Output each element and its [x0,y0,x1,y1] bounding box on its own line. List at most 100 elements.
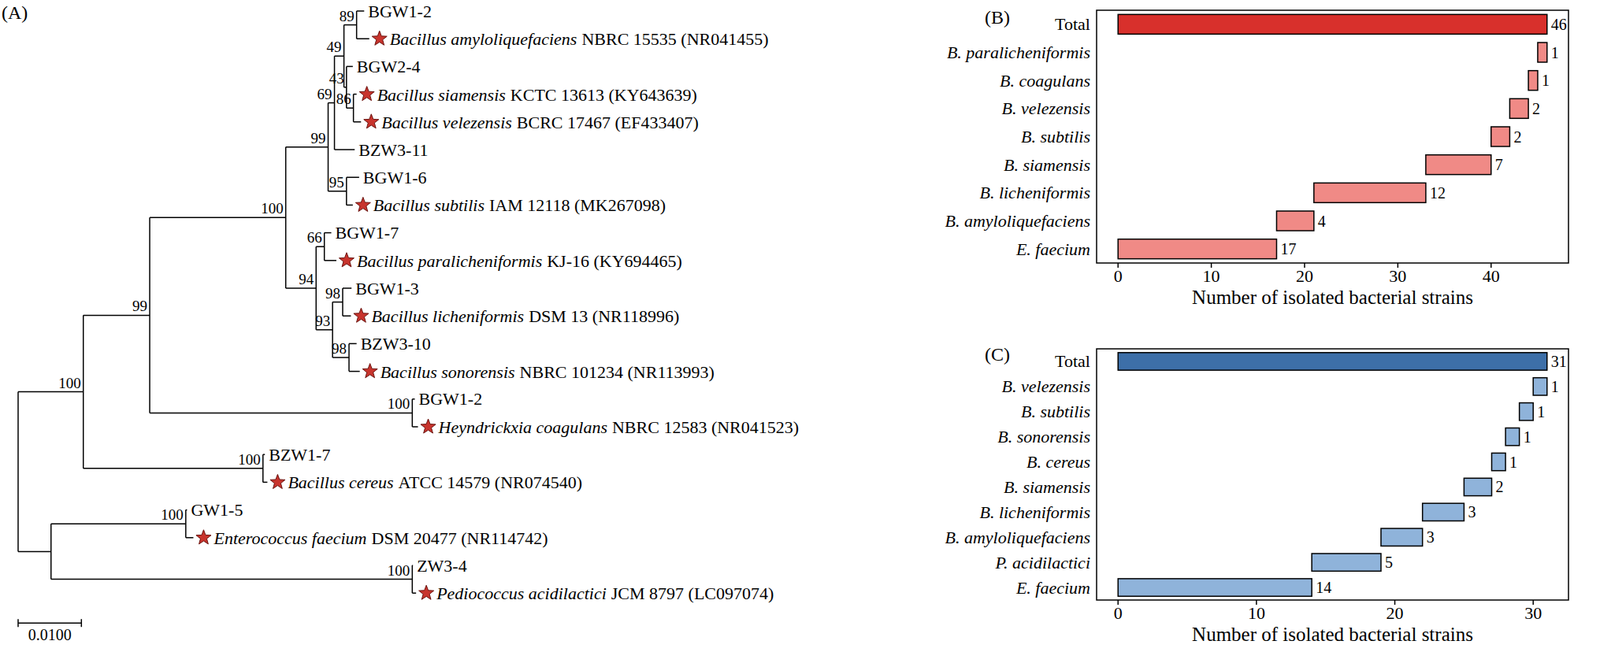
data-label: 1 [1551,44,1560,62]
category-label: B. velezensis [1002,98,1091,119]
bootstrap-value: 69 [317,85,333,103]
bootstrap-value: 89 [339,7,355,25]
category-label: B. coagulans [999,70,1091,91]
bootstrap-value: 66 [307,229,323,246]
reference-star [353,308,369,323]
branch [344,24,357,26]
species-name: Enterococcus faecium [212,527,367,548]
plot-frame [1096,348,1569,601]
strain-accession: NBRC 15535 (NR041455) [581,29,769,49]
tick-label: 20 [1386,603,1404,624]
bootstrap-value: 100 [58,374,82,392]
reference-star [355,196,371,212]
category-label: B. sonorensis [997,426,1091,447]
branch [334,148,356,151]
branch [149,217,286,220]
data-label: 4 [1317,212,1326,231]
clade-connector [185,510,187,539]
bootstrap-value: 99 [311,129,327,147]
branch [346,204,353,207]
tick-label: 0 [1113,266,1123,286]
branch [263,482,268,484]
branch [149,412,413,415]
species-name: Bacillus sonorensis [380,361,516,382]
axis-title: Number of isolated bacterial strains [1191,623,1474,646]
bootstrap-value: 100 [237,451,261,468]
strain-accession: JCM 8797 (LC097074) [611,583,775,604]
species-name: Heyndrickxia coagulans [438,417,608,438]
bars [1117,14,1548,259]
category-label: E. faecium [1015,578,1091,598]
bar [1528,70,1538,91]
bootstrap-value: 100 [387,395,411,413]
clade-connector [348,343,350,372]
branch [412,398,415,401]
strain-accession: DSM 13 (NR118996) [528,306,680,327]
category-label: Total [1054,14,1091,34]
bar [1505,427,1520,446]
branch [83,467,264,470]
bootstrap-value: 100 [260,200,284,217]
reference-label: Bacillus cereusATCC 14579 (NR074540) [287,472,583,493]
tick-label: 40 [1482,266,1500,286]
species-name: Bacillus paralicheniformis [356,250,542,271]
species-name: Bacillus siamensis [377,84,506,104]
reference-label: Bacillus siamensisKCTC 13613 (KY643639) [377,84,698,104]
bar [1117,239,1277,260]
reference-label: Bacillus paralicheniformisKJ-16 (KY69446… [356,250,683,271]
species-name: Bacillus amyloliquefaciens [389,29,578,49]
category-label: B. licheniformis [979,182,1091,203]
data-label: 2 [1532,100,1541,118]
category-label: B. siamensis [1003,477,1091,498]
branch [51,523,186,525]
scale-bar [18,622,82,624]
bar [1509,98,1529,119]
bootstrap-value: 49 [326,38,342,56]
category-label: B. licheniformis [979,502,1091,523]
reference-star [196,530,212,545]
clade-connector [352,94,355,123]
isolate-label: BGW1-3 [355,278,420,299]
isolate-label: BZW1-7 [268,445,331,465]
branch [263,453,265,456]
branch [412,426,418,428]
tick-label: 30 [1388,266,1407,286]
reference-star [363,114,379,129]
reference-label: Bacillus sonorensisNBRC 101234 (NR113993… [380,361,715,382]
branch [18,551,52,554]
bootstrap-value: 86 [336,90,352,108]
strain-accession: KJ-16 (KY694465) [546,250,683,271]
bootstrap-value: 99 [132,297,148,315]
clade-connector [323,233,326,261]
clade-connector [262,454,264,483]
data-label: 1 [1523,428,1532,446]
branch [348,343,357,346]
strain-accession: ATCC 14579 (NR074540) [398,472,583,493]
data-label: 2 [1513,128,1522,146]
data-label: 31 [1551,352,1567,371]
reference-label: Bacillus subtilisIAM 12118 (MK267098) [373,195,666,216]
branch [353,93,357,96]
data-label: 17 [1280,240,1296,258]
bar [1117,352,1548,371]
branch [356,10,365,12]
species-name: Pediococcus acidilactici [435,583,607,604]
bootstrap-value: 98 [325,285,341,302]
data-label: 1 [1551,378,1560,396]
branch [324,232,332,234]
reference-star [359,86,375,101]
isolate-label: GW1-5 [190,500,243,520]
data-label: 5 [1384,553,1393,572]
figure: BGW1-2Bacillus amyloliquefaciensNBRC 155… [0,0,1600,652]
isolate-label: BZW3-10 [360,334,431,354]
branch [324,259,337,262]
panel-label: (C) [984,344,1010,365]
bar [1463,478,1492,496]
branch [346,107,354,109]
reference-star [419,585,435,600]
isolate-label: BZW3-11 [358,140,428,160]
reference-label: Bacillus amyloliquefaciensNBRC 15535 (NR… [389,29,769,49]
data-label: 2 [1496,478,1504,496]
species-name: Bacillus velezensis [381,111,513,132]
bar [1491,126,1511,147]
